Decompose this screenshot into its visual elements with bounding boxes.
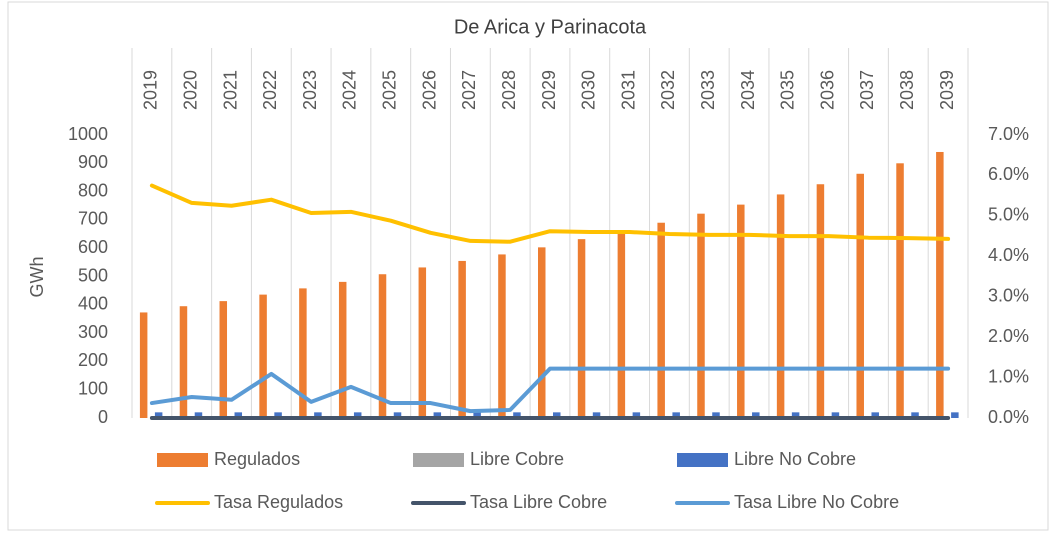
chart-border [7,1,1049,531]
y-tick-label: 0 [98,407,108,427]
bar [592,412,601,418]
bar [378,274,387,418]
bar [657,222,665,418]
bar [393,412,402,418]
x-tick-label: 2022 [260,70,280,110]
bar [553,412,561,418]
y-tick-label: 800 [78,180,108,200]
x-tick-label: 2037 [857,70,877,110]
x-tick-label: 2020 [180,70,200,110]
bar [737,204,745,418]
bar [299,288,307,418]
y-tick-label: 500 [78,265,108,285]
bar [871,412,879,418]
bar [458,260,466,418]
bar [856,173,864,418]
bar [234,412,243,418]
x-tick-label: 2039 [937,70,957,110]
y2-tick-label: 6.0% [988,164,1029,184]
x-tick-label: 2029 [539,70,559,110]
legend-label: Tasa Libre No Cobre [734,492,899,512]
line [149,183,951,244]
bar [513,412,521,418]
y2-tick-label: 3.0% [988,285,1029,305]
bar [194,412,203,418]
x-tick-label: 2028 [499,70,519,110]
x-tick-label: 2032 [658,70,678,110]
y-axis-label: GWh [27,256,47,297]
bar [911,412,919,418]
bar [936,151,944,419]
bar [617,231,626,418]
legend-label: Libre Cobre [470,449,564,469]
bar [219,301,228,418]
bar [179,306,188,418]
y2-tick-label: 7.0% [988,124,1029,144]
x-tick-label: 2025 [380,70,400,110]
x-tick-label: 2030 [579,70,599,110]
bar [433,412,442,418]
bar [473,412,481,418]
x-tick-label: 2023 [300,70,320,110]
bar [418,267,427,418]
y2-tick-label: 1.0% [988,366,1029,386]
x-tick-label: 2027 [459,70,479,110]
bar [314,412,322,418]
x-tick-label: 2031 [618,70,638,110]
bar [338,281,347,418]
bar [154,412,163,418]
legend-label: Libre No Cobre [734,449,856,469]
bar [896,163,904,418]
x-tick-label: 2033 [698,70,718,110]
bar [712,412,720,418]
bar [816,184,825,418]
chart-title: De Arica y Parinacota [454,16,647,38]
bar [538,247,546,418]
bar [697,213,705,418]
y2-tick-label: 5.0% [988,205,1029,225]
x-tick-label: 2024 [340,70,360,110]
y-tick-label: 100 [78,378,108,398]
bar [672,412,680,418]
y-tick-label: 200 [78,350,108,370]
legend-swatch [677,453,728,467]
bar [951,412,959,418]
legend-label: Tasa Regulados [214,492,343,512]
x-tick-label: 2019 [141,70,161,110]
y-tick-label: 700 [78,209,108,229]
x-tick-label: 2036 [817,70,837,110]
x-tick-label: 2038 [897,70,917,110]
y2-tick-label: 4.0% [988,245,1029,265]
bar [791,412,800,418]
y-tick-label: 300 [78,322,108,342]
bar [139,312,148,418]
x-tick-label: 2035 [778,70,798,110]
y-tick-label: 900 [78,152,108,172]
bar [752,412,760,418]
legend-label: Tasa Libre Cobre [470,492,607,512]
x-tick-label: 2026 [419,70,439,110]
bar [776,194,785,418]
bar [831,412,840,418]
bar [353,412,362,418]
y2-tick-label: 2.0% [988,326,1029,346]
bar [259,294,267,418]
y-tick-label: 1000 [68,124,108,144]
bar [274,412,282,418]
legend-swatch [157,453,208,467]
bar [632,412,641,418]
y2-tick-label: 0.0% [988,407,1029,427]
x-tick-label: 2021 [220,70,240,110]
y-tick-label: 400 [78,294,108,314]
line [149,366,951,414]
legend-swatch [413,453,464,467]
bar [498,254,506,418]
legend-label: Regulados [214,449,300,469]
y-tick-label: 600 [78,237,108,257]
x-tick-label: 2034 [738,70,758,110]
bar [577,239,586,418]
